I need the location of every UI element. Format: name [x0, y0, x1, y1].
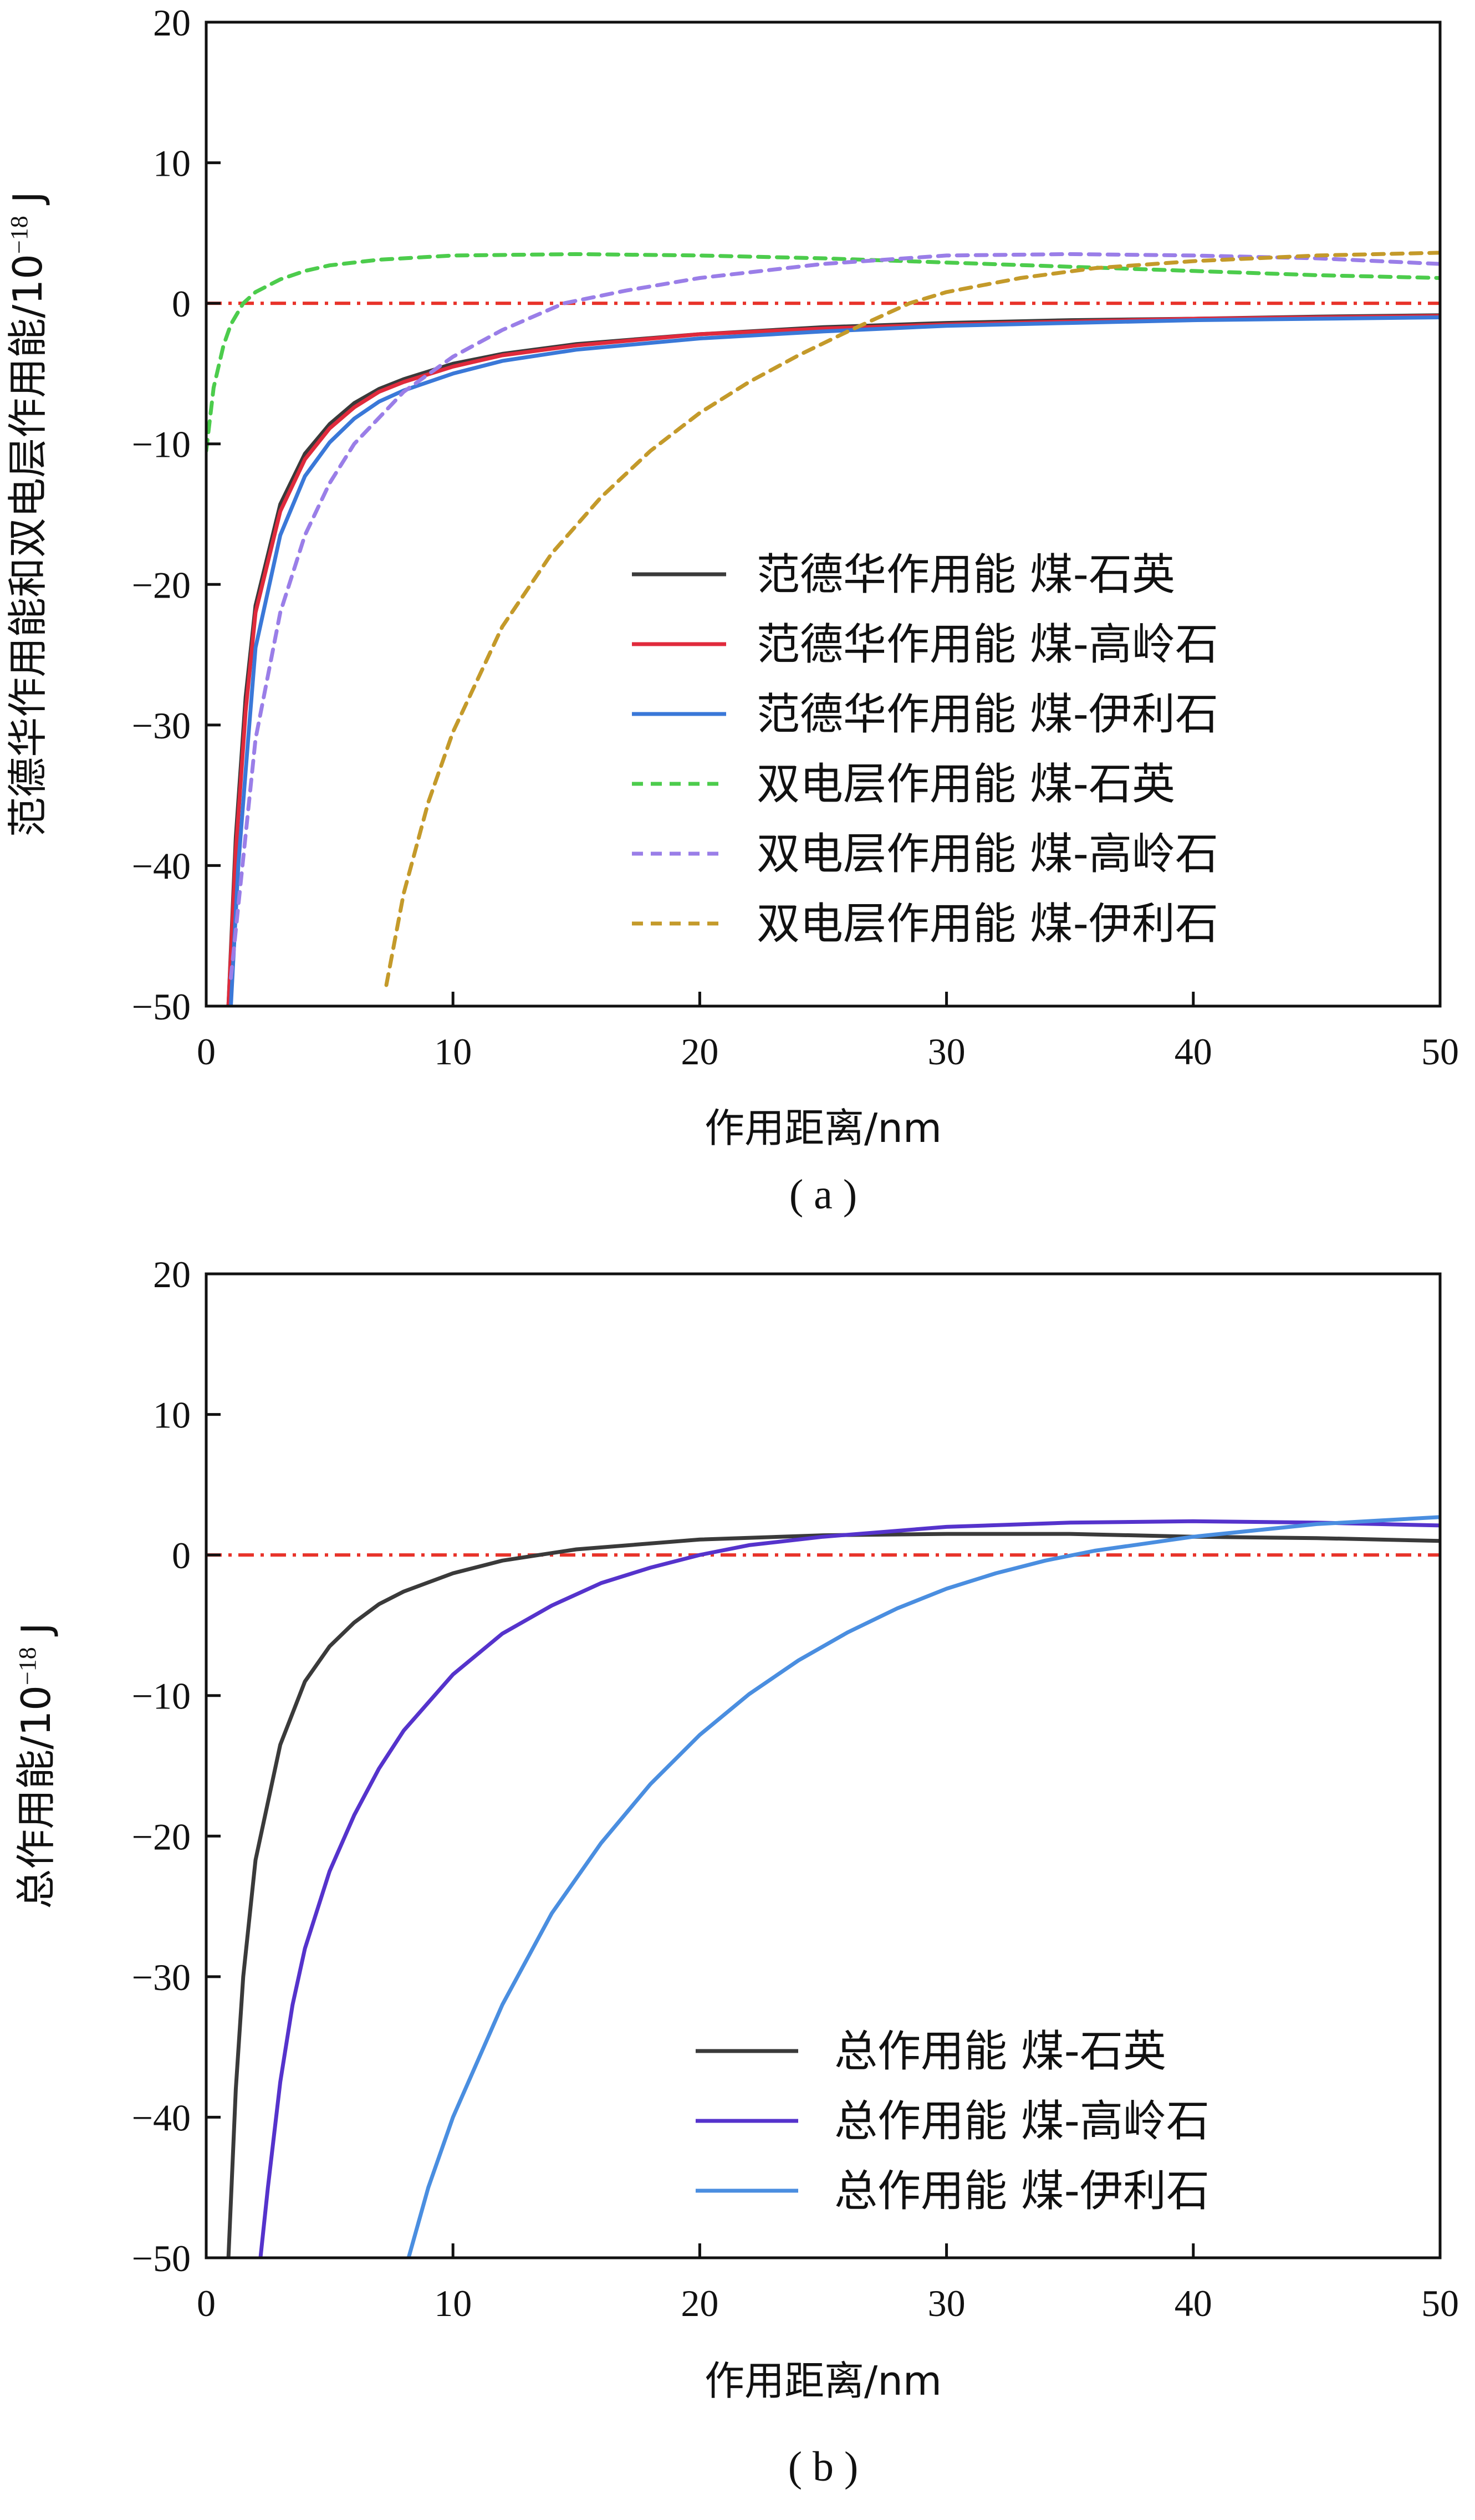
y-axis-title-text: 范德华作用能和双电层作用能/10 [4, 254, 51, 837]
x-tick-label: 0 [197, 2282, 216, 2324]
x-tick-label: 20 [681, 2282, 718, 2324]
x-tick-label: 50 [1421, 2282, 1459, 2324]
series-line-6 [384, 251, 1440, 987]
x-axis-title: 作用距离/nm [705, 2358, 942, 2404]
y-tick-label: 0 [172, 1534, 191, 1577]
series-line-5 [229, 252, 1440, 980]
x-tick-label: 30 [928, 2282, 966, 2324]
x-tick-label: 30 [928, 1031, 966, 1073]
legend-label-2: 总作用能 煤-高岭石 [834, 2096, 1209, 2146]
series-layer [206, 251, 1440, 1006]
y-tick-label: −30 [132, 1956, 191, 1998]
y-tick-label: −30 [132, 705, 191, 747]
plot-frame [205, 1272, 1442, 2259]
x-tick-label: 50 [1421, 1031, 1459, 1073]
y-tick-label: 20 [153, 1253, 191, 1295]
y-tick-label: −50 [132, 986, 191, 1028]
legend-label-5: 双电层作用能 煤-高岭石 [757, 829, 1218, 879]
series-layer [226, 1515, 1440, 2258]
y-tick-label: −10 [132, 1675, 191, 1717]
y-axis-title-unit: J [4, 191, 51, 216]
y-axis-title: 总作用能/10−18 J [13, 1623, 59, 1909]
y-axis-title-exponent: −18 [6, 216, 33, 254]
y-tick-label: 20 [153, 2, 191, 44]
legend-label-1: 范德华作用能 煤-石英 [757, 550, 1175, 600]
legend-label-2: 范德华作用能 煤-高岭石 [757, 620, 1218, 670]
legend-label-3: 范德华作用能 煤-伊利石 [757, 690, 1218, 739]
legend-label-6: 双电层作用能 煤-伊利石 [757, 899, 1218, 949]
panel-b: 0 10 20 30 40 50 −50 −40 −30 −20 −10 0 10 20 总作用能 煤-石… [13, 1253, 1459, 2490]
y-axis-title-text: 总作用能/10 [13, 1685, 59, 1909]
y-tick-label: −50 [132, 2237, 191, 2279]
series-line-3 [229, 315, 1440, 1006]
panel-caption: ( a ) [789, 1171, 857, 1218]
y-tick-label: 10 [153, 142, 191, 185]
x-tick-label: 10 [434, 1031, 472, 1073]
series-line-1 [226, 1532, 1440, 2258]
y-tick-label: −10 [132, 424, 191, 466]
x-tick-label: 10 [434, 2282, 472, 2324]
x-tick-label: 40 [1175, 2282, 1212, 2324]
y-tick-label: 0 [172, 283, 191, 325]
y-axis-title: 范德华作用能和双电层作用能/10−18 J [4, 191, 51, 837]
series-line-2 [258, 1519, 1440, 2258]
y-tick-label: −40 [132, 2096, 191, 2139]
x-axis-title: 作用距离/nm [705, 1105, 942, 1151]
series-line-3 [406, 1515, 1440, 2258]
y-axis-title-unit: J [13, 1623, 59, 1647]
legend-label-4: 双电层作用能 煤-石英 [757, 759, 1175, 809]
y-axis-title-exponent: −18 [14, 1647, 41, 1685]
y-tick-label: 10 [153, 1394, 191, 1436]
tick-layer: 0 10 20 30 40 50 −50 −40 −30 −20 −10 0 10 20 [132, 1253, 1459, 2324]
tick-layer: 0 10 20 30 40 50 −50 −40 −30 −20 −10 0 10 20 [132, 2, 1459, 1073]
x-tick-label: 40 [1175, 1031, 1212, 1073]
plot-frame [205, 21, 1442, 1008]
series-line-4 [206, 252, 1440, 453]
y-tick-label: −20 [132, 1815, 191, 1858]
legend-label-1: 总作用能 煤-石英 [834, 2027, 1166, 2077]
panel-a: 0 10 20 30 40 50 −50 −40 −30 −20 −10 0 10 20 范德华作用能 煤… [4, 2, 1459, 1218]
x-tick-label: 20 [681, 1031, 718, 1073]
y-tick-label: −40 [132, 845, 191, 887]
legend-label-3: 总作用能 煤-伊利石 [834, 2166, 1209, 2216]
panel-caption: ( b ) [788, 2444, 859, 2490]
x-tick-label: 0 [197, 1031, 216, 1073]
y-tick-label: −20 [132, 564, 191, 606]
